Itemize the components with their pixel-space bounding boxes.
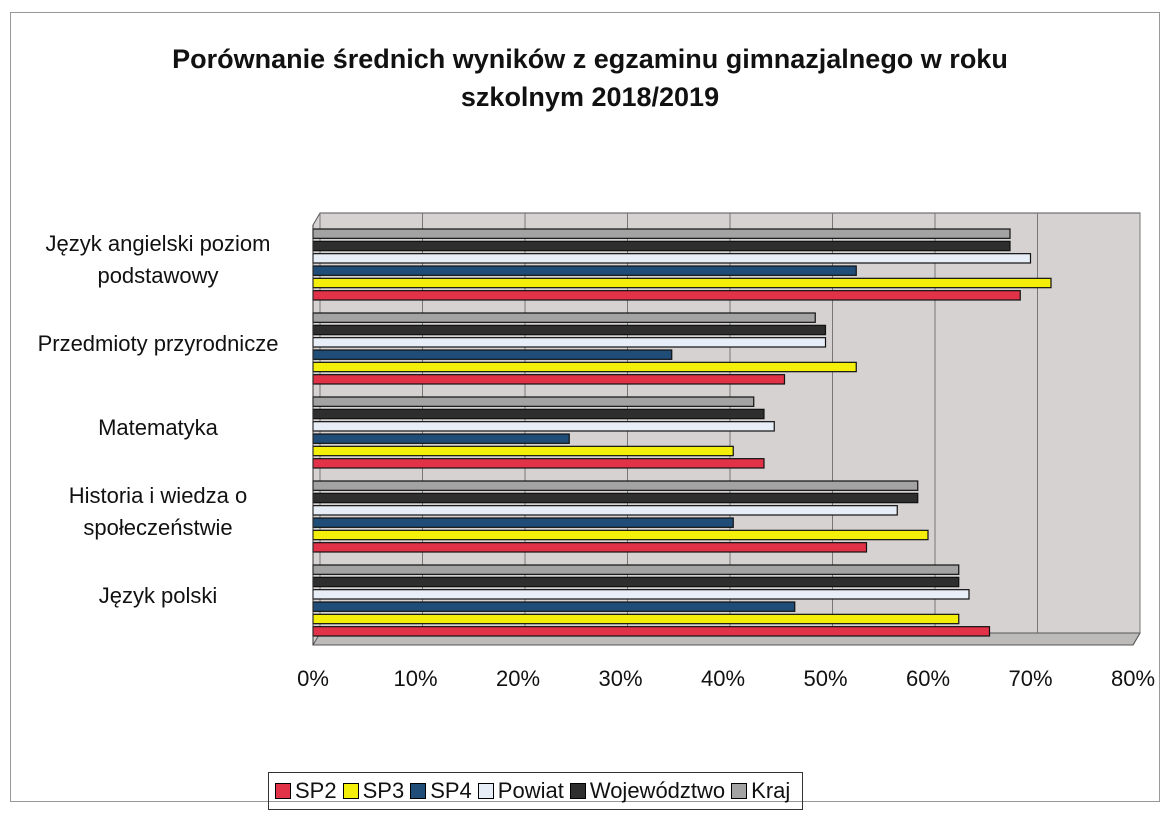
chart-frame bbox=[10, 12, 1160, 802]
bar bbox=[312, 253, 1032, 264]
legend-label: Powiat bbox=[497, 778, 564, 803]
bar bbox=[312, 601, 796, 612]
bar bbox=[312, 228, 1011, 239]
legend-item: Województwo bbox=[569, 778, 726, 804]
bar bbox=[312, 564, 960, 575]
bar bbox=[312, 517, 734, 528]
x-tick-label: 30% bbox=[598, 666, 642, 691]
bar bbox=[312, 458, 765, 469]
legend-item: Powiat bbox=[477, 778, 564, 804]
x-tick-label: 0% bbox=[297, 666, 329, 691]
legend-swatch bbox=[275, 783, 291, 799]
legend-item: Kraj bbox=[731, 778, 790, 804]
bar bbox=[312, 542, 868, 553]
bar bbox=[312, 445, 734, 457]
bar bbox=[312, 505, 898, 516]
legend-label: SP3 bbox=[362, 778, 405, 803]
x-tick-label: 50% bbox=[803, 666, 847, 691]
y-tick-label: Przedmioty przyrodnicze bbox=[37, 331, 279, 356]
y-tick-label: Język polski bbox=[98, 583, 218, 608]
bar bbox=[312, 576, 960, 588]
y-tick-label: Historia i wiedza o społeczeństwie bbox=[68, 483, 248, 540]
x-tick-label: 20% bbox=[496, 666, 540, 691]
bar bbox=[312, 480, 919, 491]
legend-item: SP3 bbox=[342, 778, 405, 804]
legend-swatch bbox=[731, 783, 748, 799]
bar bbox=[312, 492, 919, 504]
bar bbox=[312, 589, 970, 600]
bar bbox=[312, 613, 960, 625]
legend-label: SP2 bbox=[295, 778, 337, 803]
legend-label: SP4 bbox=[430, 778, 472, 803]
legend-item: SP4 bbox=[410, 778, 472, 804]
legend-swatch bbox=[342, 783, 359, 799]
bar bbox=[312, 290, 1021, 301]
bar bbox=[312, 240, 1011, 252]
x-tick-label: 80% bbox=[1111, 666, 1155, 691]
bar bbox=[312, 374, 786, 385]
bar bbox=[312, 312, 816, 323]
bar bbox=[312, 277, 1052, 289]
bar bbox=[312, 337, 827, 348]
bar bbox=[312, 626, 991, 637]
bar bbox=[312, 361, 857, 373]
bar bbox=[312, 324, 827, 336]
legend: SP2 SP3 SP4 Powiat Województwo Kraj bbox=[268, 772, 804, 810]
chart-title: Porównanie średnich wyników z egzaminu g… bbox=[172, 44, 1008, 112]
legend-label: Województwo bbox=[589, 778, 726, 803]
x-tick-label: 70% bbox=[1008, 666, 1052, 691]
x-tick-label: 60% bbox=[906, 666, 950, 691]
y-tick-label: Język angielski poziom podstawowy bbox=[45, 231, 271, 288]
x-tick-label: 10% bbox=[393, 666, 437, 691]
legend-swatch bbox=[410, 783, 427, 799]
x-tick-label: 40% bbox=[701, 666, 745, 691]
legend-label: Kraj bbox=[751, 778, 791, 803]
bar bbox=[312, 408, 765, 420]
y-tick-label: Matematyka bbox=[98, 415, 218, 440]
bar bbox=[312, 396, 755, 407]
legend-item: SP2 bbox=[275, 778, 337, 804]
legend-swatch bbox=[569, 783, 586, 799]
bar bbox=[312, 265, 857, 276]
bar bbox=[312, 421, 775, 432]
bar bbox=[312, 349, 673, 360]
legend-swatch bbox=[477, 783, 494, 799]
bar bbox=[312, 529, 929, 541]
bar bbox=[312, 433, 570, 444]
